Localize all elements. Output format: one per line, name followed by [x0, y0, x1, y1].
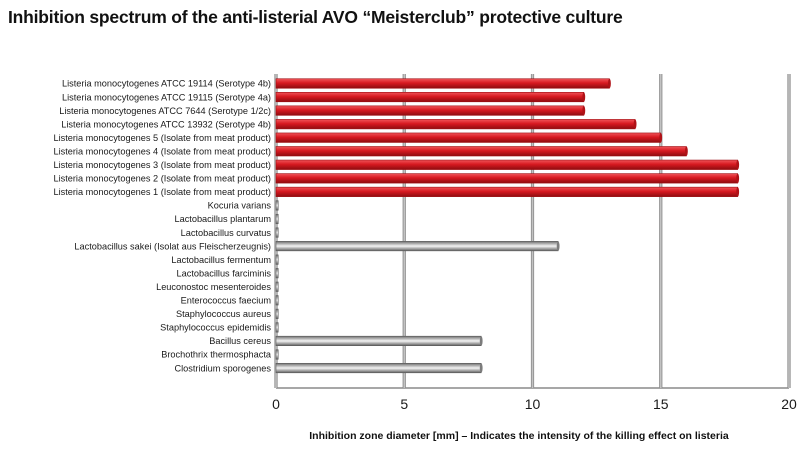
x-tick-labels: 0 5 10 15 20 [272, 396, 797, 412]
category-label: Listeria monocytogenes 4 (Isolate from m… [53, 146, 271, 156]
bars [275, 78, 740, 374]
x-axis-label: Inhibition zone diameter [mm] – Indicate… [309, 430, 729, 442]
category-label: Staphylococcus epidemidis [160, 323, 271, 333]
category-label: Bacillus cereus [209, 336, 271, 346]
bar [275, 254, 279, 265]
category-labels: Listeria monocytogenes ATCC 19114 (Serot… [53, 79, 271, 374]
grid-line [530, 74, 535, 388]
bar [275, 146, 687, 157]
bar [275, 295, 279, 306]
bar-cap [736, 160, 740, 170]
bar [275, 308, 279, 319]
bar [275, 213, 279, 225]
bar-cap [736, 173, 740, 184]
category-label: Brochothrix thermosphacta [161, 350, 272, 360]
category-label: Listeria monocytogenes ATCC 13932 (Serot… [61, 119, 271, 129]
x-tick-label: 20 [781, 396, 797, 412]
category-label: Lactobacillus farciminis [177, 268, 272, 278]
bar [275, 186, 739, 197]
grid-line [659, 74, 663, 388]
category-label: Lactobacillus sakei (Isolat aus Fleische… [74, 241, 271, 251]
category-label: Listeria monocytogenes ATCC 19115 (Serot… [62, 92, 271, 102]
bar-cap [582, 92, 586, 102]
bar-cap [659, 132, 663, 143]
bar [275, 241, 559, 252]
bar [275, 268, 279, 279]
bar [275, 132, 662, 143]
bar [275, 362, 482, 374]
category-label: Kocuria varians [208, 201, 272, 211]
x-tick-label: 5 [400, 396, 408, 412]
bar [275, 349, 279, 360]
bar [275, 281, 279, 292]
bar-cap [479, 363, 483, 373]
bar [275, 78, 610, 89]
x-tick-label: 10 [525, 396, 541, 412]
category-label: Listeria monocytogenes 5 (Isolate from m… [53, 133, 271, 143]
bar-cap [633, 119, 637, 129]
bar-cap [736, 187, 740, 197]
bar [275, 173, 739, 184]
category-label: Enterococcus faecium [181, 296, 272, 306]
bar [275, 105, 585, 116]
category-label: Listeria monocytogenes ATCC 19114 (Serot… [62, 79, 271, 89]
grid-line [787, 74, 791, 388]
bar [275, 322, 279, 333]
bar-cap [479, 336, 483, 346]
category-label: Leuconostoc mesenteroides [156, 282, 271, 292]
bar-cap [685, 146, 688, 156]
bar-cap [582, 105, 586, 116]
bar [275, 200, 279, 211]
bar [275, 335, 482, 347]
category-label: Lactobacillus curvatus [181, 228, 272, 238]
grid-line [402, 74, 406, 388]
bar [275, 92, 585, 103]
category-label: Listeria monocytogenes 3 (Isolate from m… [53, 160, 271, 170]
bar [275, 119, 636, 130]
category-label: Listeria monocytogenes 1 (Isolate from m… [53, 187, 271, 197]
bar [275, 227, 279, 238]
bar [275, 159, 739, 170]
x-tick-label: 0 [272, 396, 280, 412]
category-label: Lactobacillus plantarum [174, 214, 271, 224]
category-label: Listeria monocytogenes 2 (Isolate from m… [53, 174, 271, 184]
category-label: Lactobacillus fermentum [171, 255, 271, 265]
x-tick-label: 15 [653, 396, 669, 412]
bar-cap [608, 78, 611, 89]
category-label: Staphylococcus aureus [176, 309, 271, 319]
chart-title: Inhibition spectrum of the anti-listeria… [8, 7, 623, 27]
category-label: Listeria monocytogenes ATCC 7644 (Seroty… [59, 106, 271, 116]
bar-cap [556, 241, 560, 251]
category-label: Clostridium sporogenes [174, 363, 271, 373]
